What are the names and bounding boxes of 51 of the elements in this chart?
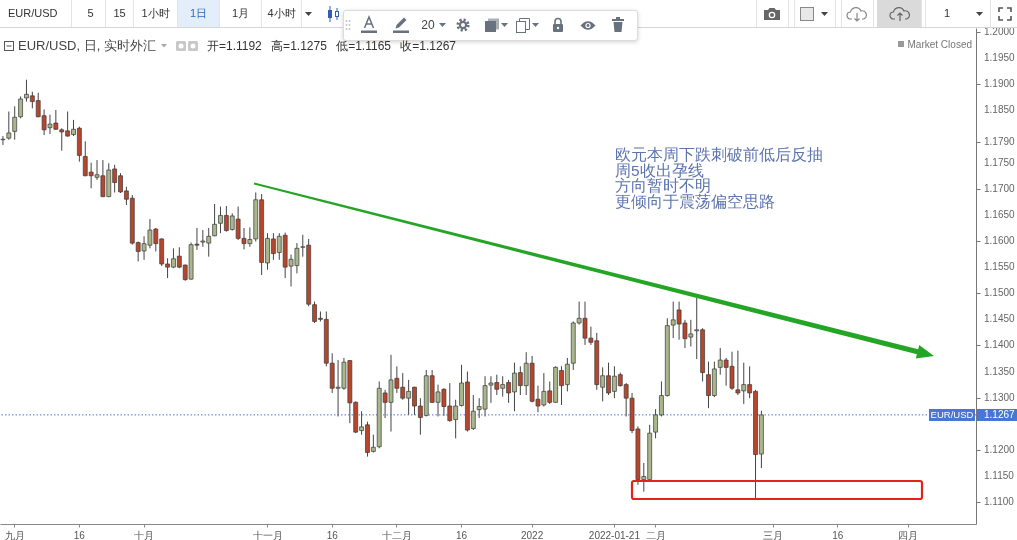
y-tick-label: 1.1950	[984, 52, 1016, 64]
x-tick-label: 2022-01-21	[588, 529, 641, 540]
symbol-field: EUR/USD	[0, 0, 72, 27]
y-tick-label: 1.1550	[984, 261, 1016, 273]
y-tick-label: 1.1200	[984, 443, 1016, 455]
button: 4小时	[262, 0, 302, 27]
x-tick-label: 十月	[134, 529, 155, 540]
x-tick-label: 三月	[763, 529, 784, 540]
y-tick-label: 1.1450	[984, 313, 1016, 325]
x-tick-label: 九月	[4, 529, 25, 540]
x-tick-label: 十一月	[252, 529, 283, 540]
ref-line-label: EUR/USD	[929, 408, 975, 421]
y-tick-label: 1.1150	[984, 469, 1015, 481]
y-tick-label: 1.1650	[984, 208, 1016, 220]
annotation: Market Closed	[907, 38, 972, 50]
button: 15	[106, 0, 134, 27]
candlestick	[6, 111, 12, 141]
y-tick-label: 1.1400	[984, 339, 1016, 351]
candlestick	[212, 203, 217, 237]
y-tick-label: 1.1267	[984, 408, 1016, 420]
button: 1月	[220, 0, 262, 27]
button: 1日	[178, 0, 220, 27]
candlestick	[12, 105, 18, 141]
annotation: 更倾向于震荡偏空思路	[615, 192, 775, 210]
y-tick-label: 1.1500	[984, 287, 1016, 299]
candlestick	[0, 135, 6, 146]
y-tick-label: 1.1350	[984, 365, 1016, 377]
y-tick-label: 1.1750	[984, 156, 1016, 168]
y-tick-label: 1.1600	[984, 235, 1016, 247]
annotation: 周5收出孕线	[615, 161, 704, 179]
text: 开=1.1192 高=1.1275 低=1.1165 收=1.1267	[206, 37, 457, 55]
x-tick-label: 十二月	[381, 529, 412, 540]
x-tick-label: 16	[326, 529, 339, 540]
y-tick-label: 1.1850	[984, 104, 1016, 116]
y-tick-label: 1.2000	[984, 26, 1016, 38]
x-tick-label: 16	[455, 529, 468, 540]
annotation: 欧元本周下跌刺破前低后反抽	[615, 146, 823, 163]
y-tick-label: 1.1790	[984, 135, 1016, 147]
button: 5	[76, 0, 106, 27]
y-tick-label: 1.1900	[984, 78, 1016, 90]
x-tick-label: 2022	[520, 529, 544, 540]
annotation: 20	[420, 18, 436, 33]
y-tick-label: 1.1700	[984, 182, 1016, 194]
x-tick-label: 16	[73, 529, 86, 540]
y-tick-label: 1.1100	[984, 496, 1015, 508]
x-tick-label: 16	[832, 529, 844, 540]
y-tick-label: 1.1300	[984, 391, 1016, 403]
text: EUR/USD, 日, 实时外汇	[18, 37, 156, 55]
x-tick-label: 四月	[898, 529, 919, 540]
x-tick-label: 二月	[645, 529, 666, 540]
annotation: 方向暂时不明	[615, 177, 711, 194]
